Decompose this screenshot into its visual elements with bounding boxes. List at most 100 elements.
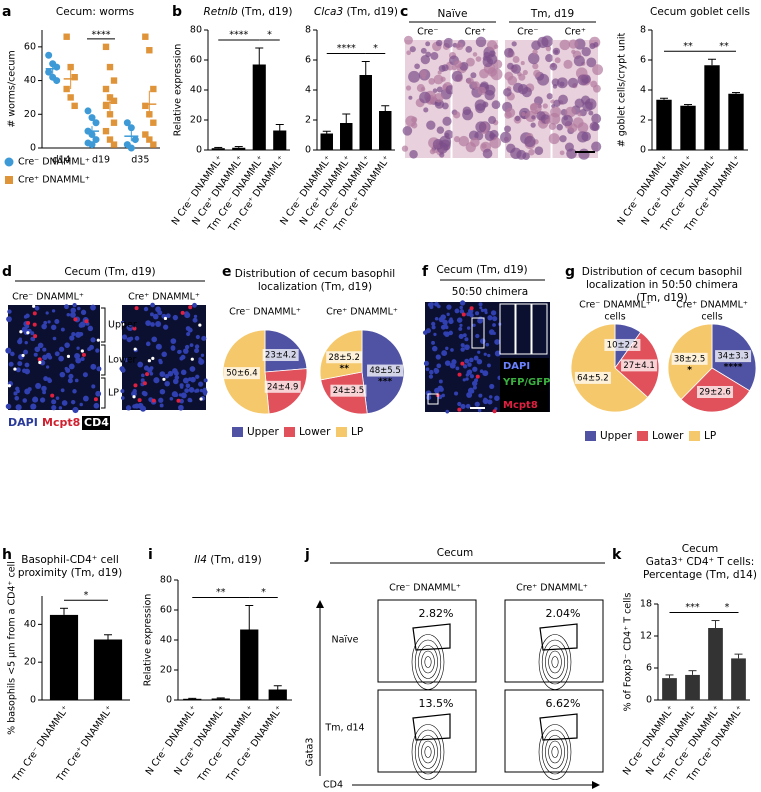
pie-label: Cre⁻ DNAMML⁺: [229, 307, 301, 318]
tissue-cell: [591, 141, 602, 152]
nucleus: [31, 337, 36, 342]
nucleus: [184, 344, 190, 350]
basophil: [93, 397, 98, 402]
y-tick-label: 6: [305, 55, 311, 66]
y-tick-label: 2: [305, 115, 311, 126]
data-point: [67, 63, 74, 71]
significance: ****: [724, 363, 743, 373]
nucleus: [448, 330, 454, 336]
nucleus: [425, 367, 430, 372]
bar: [680, 105, 696, 150]
nucleus: [477, 408, 482, 413]
y-tick-label: 20: [160, 665, 172, 676]
significance: ****: [337, 43, 356, 54]
y-axis-label: # worms/cecum: [7, 50, 18, 127]
nucleus: [149, 371, 154, 376]
tissue-cell: [419, 70, 427, 77]
tissue-cell: [545, 54, 554, 63]
nucleus: [120, 367, 126, 373]
legend-marker: [5, 176, 13, 184]
region-label: Lower: [108, 355, 137, 366]
tissue-cell: [433, 92, 444, 103]
cd4-cell: [199, 397, 203, 401]
nucleus: [167, 370, 174, 377]
nucleus: [455, 366, 460, 371]
legend-label: LP: [351, 426, 363, 438]
contour: [411, 724, 445, 780]
cd4-cell: [163, 316, 168, 321]
title-text: (Tm, d19): [207, 554, 262, 566]
tissue-cell: [470, 137, 480, 148]
tissue-cell: [482, 101, 489, 108]
nucleus: [459, 300, 466, 306]
panel-label: k: [612, 547, 622, 563]
label-box: [326, 351, 363, 364]
nucleus: [203, 378, 208, 383]
nucleus: [155, 306, 161, 313]
data-point: [110, 97, 118, 104]
inset: [515, 303, 532, 355]
data-point: [150, 119, 157, 126]
basophil: [460, 361, 465, 366]
nucleus: [489, 383, 495, 389]
basophil: [50, 393, 55, 398]
tissue-cell: [530, 102, 542, 115]
nucleus: [425, 390, 432, 397]
data-point: [88, 141, 96, 149]
value-label: 23±4.2: [265, 351, 296, 361]
legend-swatch: [637, 431, 648, 441]
nucleus: [423, 360, 429, 366]
nucleus: [52, 336, 57, 341]
tissue-cell: [475, 121, 487, 133]
data-point: [53, 77, 61, 85]
nucleus: [465, 403, 471, 409]
tissue-cell: [402, 125, 413, 136]
contour: [418, 645, 438, 679]
nucleus: [39, 397, 46, 403]
data-point: [150, 85, 157, 93]
tissue-cell: [521, 111, 526, 117]
bar: [731, 658, 746, 700]
label-box: [82, 416, 110, 430]
nucleus: [445, 346, 449, 351]
cd4-cell: [198, 323, 202, 327]
y-tick-label: 0: [196, 145, 202, 156]
nucleus: [439, 387, 444, 392]
tissue-cell: [409, 46, 416, 53]
data-point: [142, 102, 149, 110]
nucleus: [41, 385, 47, 392]
nucleus: [51, 309, 56, 313]
tissue-cell: [511, 64, 521, 74]
tissue-cell: [577, 112, 582, 117]
nucleus: [457, 401, 462, 407]
y-tick-label: 60: [160, 605, 172, 616]
nucleus: [70, 399, 76, 405]
nucleus: [187, 397, 193, 403]
y-tick-label: 2: [640, 115, 646, 126]
nucleus: [478, 393, 483, 398]
value-label: 48±5.5: [369, 366, 400, 376]
value-label: 10±2.2: [607, 340, 638, 350]
stain-label: DAPI: [503, 361, 530, 372]
flow-plot: [504, 689, 604, 773]
data-point: [63, 33, 70, 40]
nucleus: [72, 406, 79, 414]
nucleus: [60, 327, 65, 332]
y-tick-label: 60: [24, 41, 36, 52]
nucleus: [431, 340, 435, 345]
nucleus: [465, 377, 469, 381]
label-box: [262, 349, 299, 362]
basophil: [84, 319, 89, 324]
value-label: 64±5.2: [577, 373, 608, 383]
panel-label: a: [2, 4, 11, 20]
chart-title: Basophil-CD4⁺ cell: [21, 554, 119, 566]
nucleus: [159, 403, 164, 408]
gate-percentage: 2.04%: [546, 607, 581, 620]
nucleus: [488, 329, 495, 335]
nucleus: [30, 331, 35, 336]
significance: **: [339, 364, 349, 374]
nucleus: [170, 338, 177, 345]
y-tick-label: 0: [646, 695, 652, 706]
chart-title: Retnlb (Tm, d19): [204, 6, 293, 18]
nucleus: [145, 341, 151, 347]
